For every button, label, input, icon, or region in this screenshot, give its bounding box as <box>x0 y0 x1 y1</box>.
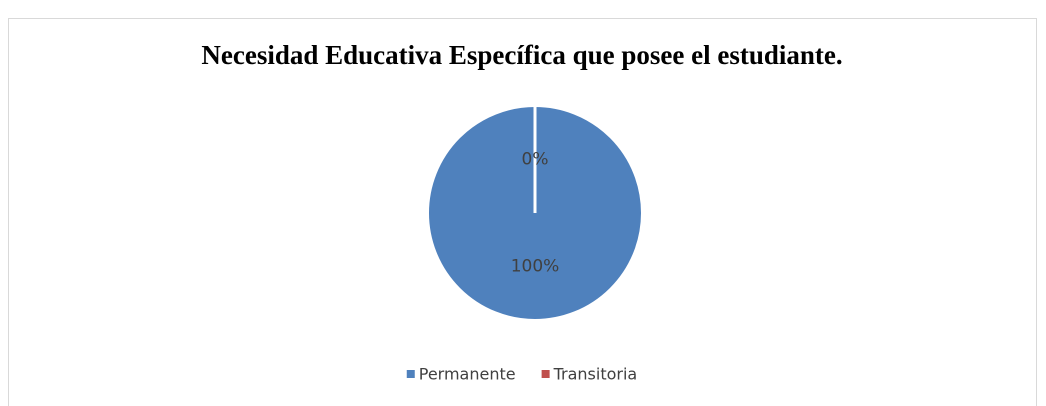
data-label: 0% <box>522 150 549 170</box>
data-label: 100% <box>511 257 560 277</box>
legend-swatch <box>541 370 550 378</box>
legend-label: Transitoria <box>553 365 638 384</box>
legend-label: Permanente <box>419 365 516 384</box>
chart-title: Necesidad Educativa Específica que posee… <box>201 40 842 70</box>
legend-swatch <box>406 370 415 378</box>
